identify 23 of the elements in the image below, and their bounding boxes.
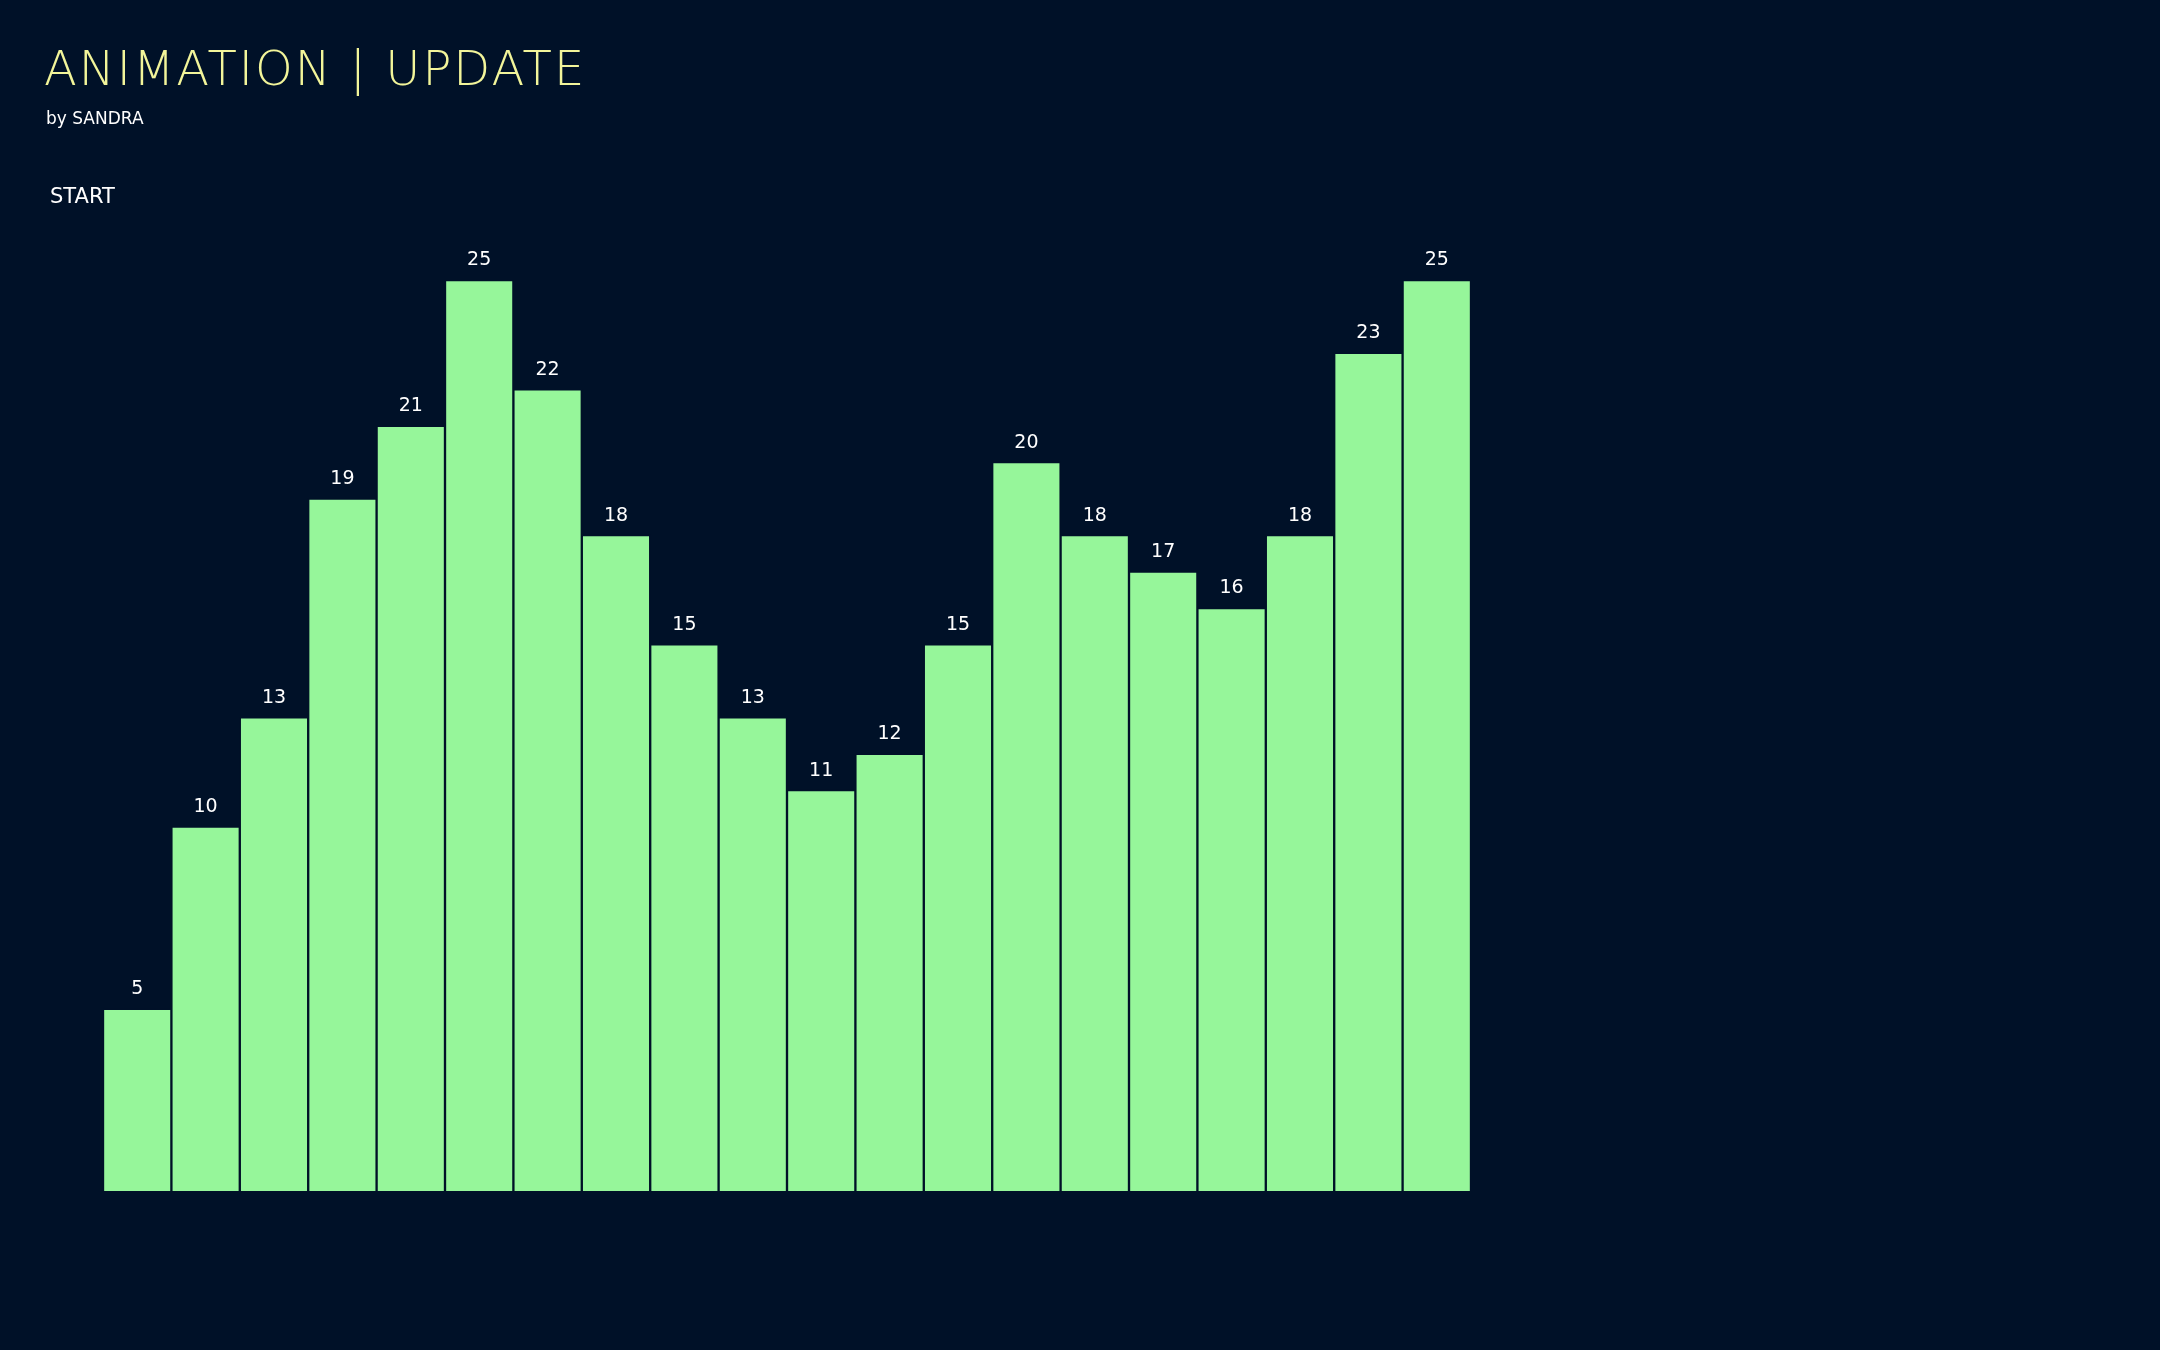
data-label: 25: [467, 247, 492, 270]
data-label: 15: [945, 611, 971, 634]
data-label: 15: [672, 611, 697, 634]
data-label: 21: [398, 393, 423, 416]
data-label: 19: [330, 466, 355, 489]
data-label: 18: [1082, 502, 1107, 525]
data-label: 12: [877, 721, 902, 744]
text: START: [50, 184, 115, 208]
chart-title: ANIMATION | UPDATE: [44, 40, 587, 96]
data-label: 17: [1151, 538, 1176, 561]
data-label: 11: [809, 757, 834, 780]
data-label: 22: [535, 356, 560, 379]
data-label: 13: [261, 684, 287, 707]
data-label: 13: [740, 684, 765, 707]
data-label: 18: [1287, 502, 1313, 525]
data-label: 10: [193, 794, 218, 817]
data-label: 18: [603, 502, 629, 525]
chart-subtitle: by SANDRA: [46, 108, 144, 128]
data-label: 5: [131, 976, 144, 999]
data-label: 20: [1014, 429, 1039, 452]
data-label: 23: [1356, 320, 1381, 343]
data-label: 16: [1219, 575, 1244, 598]
data-label: 25: [1424, 247, 1449, 270]
